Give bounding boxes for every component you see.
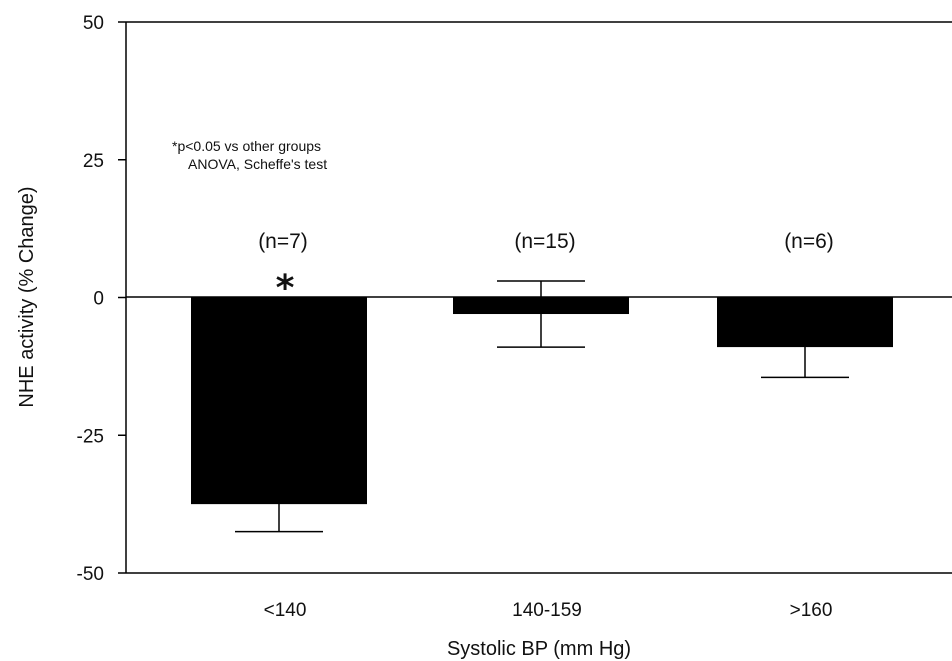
n-label: (n=7) (258, 230, 308, 253)
bars (191, 297, 893, 505)
x-tick-label: >160 (790, 600, 833, 621)
y-tick-label: -25 (77, 426, 104, 447)
x-axis-title: Systolic BP (mm Hg) (447, 638, 631, 660)
y-ticks: 50 25 0 -25 -50 (77, 13, 126, 585)
x-tick-label: <140 (264, 600, 307, 621)
x-tick-labels: <140 140-159 >160 (264, 600, 833, 621)
annotation-line-2: ANOVA, Scheffe's test (188, 156, 327, 172)
y-tick-label: -50 (77, 564, 104, 585)
x-tick-label: 140-159 (512, 600, 582, 621)
bar (191, 297, 367, 505)
y-tick-label: 0 (93, 289, 104, 310)
significance-star: * (276, 268, 295, 309)
n-label: (n=15) (514, 230, 575, 253)
n-label: (n=6) (784, 230, 834, 253)
y-tick-label: 50 (83, 13, 104, 34)
y-tick-label: 25 (83, 151, 104, 172)
error-bars (235, 280, 849, 533)
n-labels: (n=7) * (n=15) (n=6) (258, 230, 834, 309)
y-axis-title: NHE activity (% Change) (16, 186, 38, 407)
annotation-line-1: *p<0.05 vs other groups (172, 138, 321, 154)
